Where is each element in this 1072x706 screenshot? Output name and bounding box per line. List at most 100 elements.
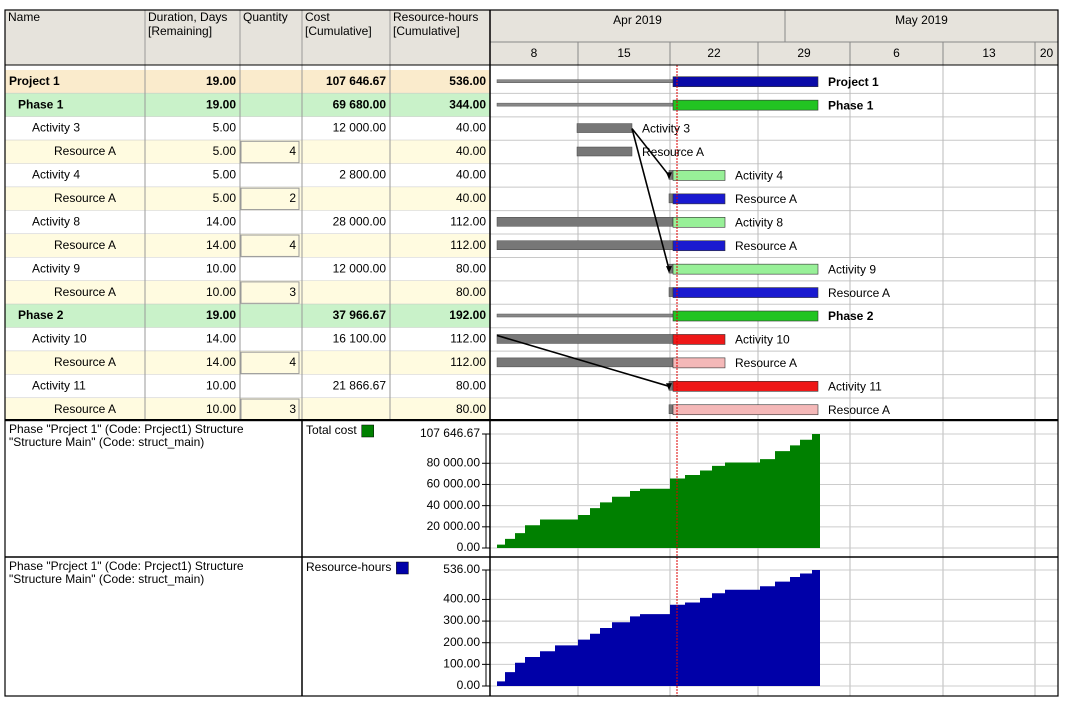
bar-label: Resource A xyxy=(735,239,797,253)
cost: 107 646.67 xyxy=(326,74,386,88)
resource-hours: 40.00 xyxy=(456,168,486,182)
elapsed-bar xyxy=(576,123,633,133)
remaining-bar xyxy=(672,99,819,111)
elapsed-bar xyxy=(496,334,674,344)
quantity-cell xyxy=(240,187,300,211)
remaining-bar xyxy=(672,287,819,298)
day-label: 15 xyxy=(617,46,631,60)
bar-label: Activity 8 xyxy=(735,215,783,229)
row-name: Resource A xyxy=(54,402,116,416)
y-tick-label: 400.00 xyxy=(443,592,480,606)
row-name: Activity 3 xyxy=(32,121,80,135)
y-tick-label: 200.00 xyxy=(443,635,480,649)
duration: 19.00 xyxy=(206,308,236,322)
cost-cell-bg xyxy=(302,280,390,305)
remaining-bar xyxy=(672,170,726,181)
legend-label: Total cost xyxy=(306,423,357,437)
row-bg xyxy=(5,70,490,94)
column-header: Resource-hours xyxy=(393,10,478,24)
legend-swatch xyxy=(361,424,374,438)
remaining-bar xyxy=(672,334,726,345)
remaining-bar xyxy=(672,310,819,322)
column-header: Duration, Days xyxy=(148,10,227,24)
resource-hours: 80.00 xyxy=(456,402,486,416)
cost: 69 680.00 xyxy=(333,97,387,111)
resource-hours: 80.00 xyxy=(456,285,486,299)
quantity: 3 xyxy=(289,402,296,416)
bar-label: Resource A xyxy=(828,403,890,417)
quantity: 4 xyxy=(289,355,296,369)
row-name: Activity 4 xyxy=(32,168,80,182)
duration: 10.00 xyxy=(206,285,236,299)
month-label: May 2019 xyxy=(895,13,948,27)
header-bg xyxy=(5,10,1058,65)
duration: 10.00 xyxy=(206,261,236,275)
bar-label: Phase 2 xyxy=(828,309,874,323)
resource-hours: 40.00 xyxy=(456,144,486,158)
row-bg xyxy=(5,93,490,117)
cost-cell-bg xyxy=(302,234,390,258)
dependency-arrow xyxy=(666,172,672,180)
duration: 5.00 xyxy=(213,144,237,158)
elapsed-line xyxy=(496,79,674,83)
resource-hours: 112.00 xyxy=(450,238,486,252)
row-name: Phase 1 xyxy=(18,97,64,111)
elapsed-bar xyxy=(496,217,674,227)
row-name: Activity 11 xyxy=(32,378,86,392)
duration: 10.00 xyxy=(206,378,236,392)
duration: 5.00 xyxy=(213,121,237,135)
column-header: Name xyxy=(8,10,40,24)
frame xyxy=(4,9,1059,697)
y-tick-label: 20 000.00 xyxy=(427,519,481,533)
resource-hours: 344.00 xyxy=(449,97,486,111)
remaining-bar xyxy=(672,76,819,88)
quantity: 2 xyxy=(289,191,296,205)
quantity: 4 xyxy=(289,144,296,158)
resource-hours: 112.00 xyxy=(450,214,486,228)
y-tick-label: 0.00 xyxy=(457,678,481,692)
day-label: 20 xyxy=(1040,46,1054,60)
row-name: Activity 8 xyxy=(32,214,80,228)
row-bg xyxy=(5,374,490,399)
structure-label: "Structure Main" (Code: struct_main) xyxy=(9,435,204,449)
y-tick-label: 40 000.00 xyxy=(427,498,481,512)
elapsed-bar xyxy=(496,357,674,368)
elapsed-bar xyxy=(668,193,674,204)
resource-hours: 80.00 xyxy=(456,261,486,275)
duration: 10.00 xyxy=(206,402,236,416)
legend-label: Resource-hours xyxy=(306,560,391,574)
y-tick-label: 300.00 xyxy=(443,613,480,627)
day-label: 29 xyxy=(797,46,811,60)
structure-label: Phase "Prcject 1" (Code: Prcject1) Struc… xyxy=(9,559,244,573)
quantity: 4 xyxy=(289,238,296,252)
row-name: Activity 9 xyxy=(32,261,80,275)
structure-label: Phase "Prcject 1" (Code: Prcject1) Struc… xyxy=(9,422,244,436)
row-name: Resource A xyxy=(54,144,116,158)
cost-cell-bg xyxy=(302,187,390,211)
y-tick-label: 0.00 xyxy=(457,540,481,554)
day-label: 8 xyxy=(531,46,538,60)
cost: 21 866.67 xyxy=(333,378,387,392)
cost-cell-bg xyxy=(302,351,390,375)
dependency-link xyxy=(631,128,670,176)
resource-hours: 112.00 xyxy=(450,332,486,346)
bar-label: Activity 4 xyxy=(735,169,783,183)
resource-hours: 80.00 xyxy=(456,378,486,392)
y-tick-label: 536.00 xyxy=(443,562,480,576)
dependency-arrow xyxy=(666,266,672,274)
duration: 14.00 xyxy=(206,238,236,252)
remaining-bar xyxy=(672,381,819,392)
dependency-link xyxy=(496,334,670,388)
row-bg xyxy=(5,304,490,328)
remaining-bar xyxy=(672,404,819,416)
day-label: 13 xyxy=(982,46,996,60)
bar-label: Resource A xyxy=(642,145,704,159)
duration: 19.00 xyxy=(206,97,236,111)
bar-label: Activity 10 xyxy=(735,333,790,347)
column-header: [Cumulative] xyxy=(393,24,460,38)
remaining-bar xyxy=(672,263,819,275)
elapsed-bar xyxy=(496,240,674,250)
elapsed-bar xyxy=(668,404,674,414)
day-label: 6 xyxy=(893,46,900,60)
